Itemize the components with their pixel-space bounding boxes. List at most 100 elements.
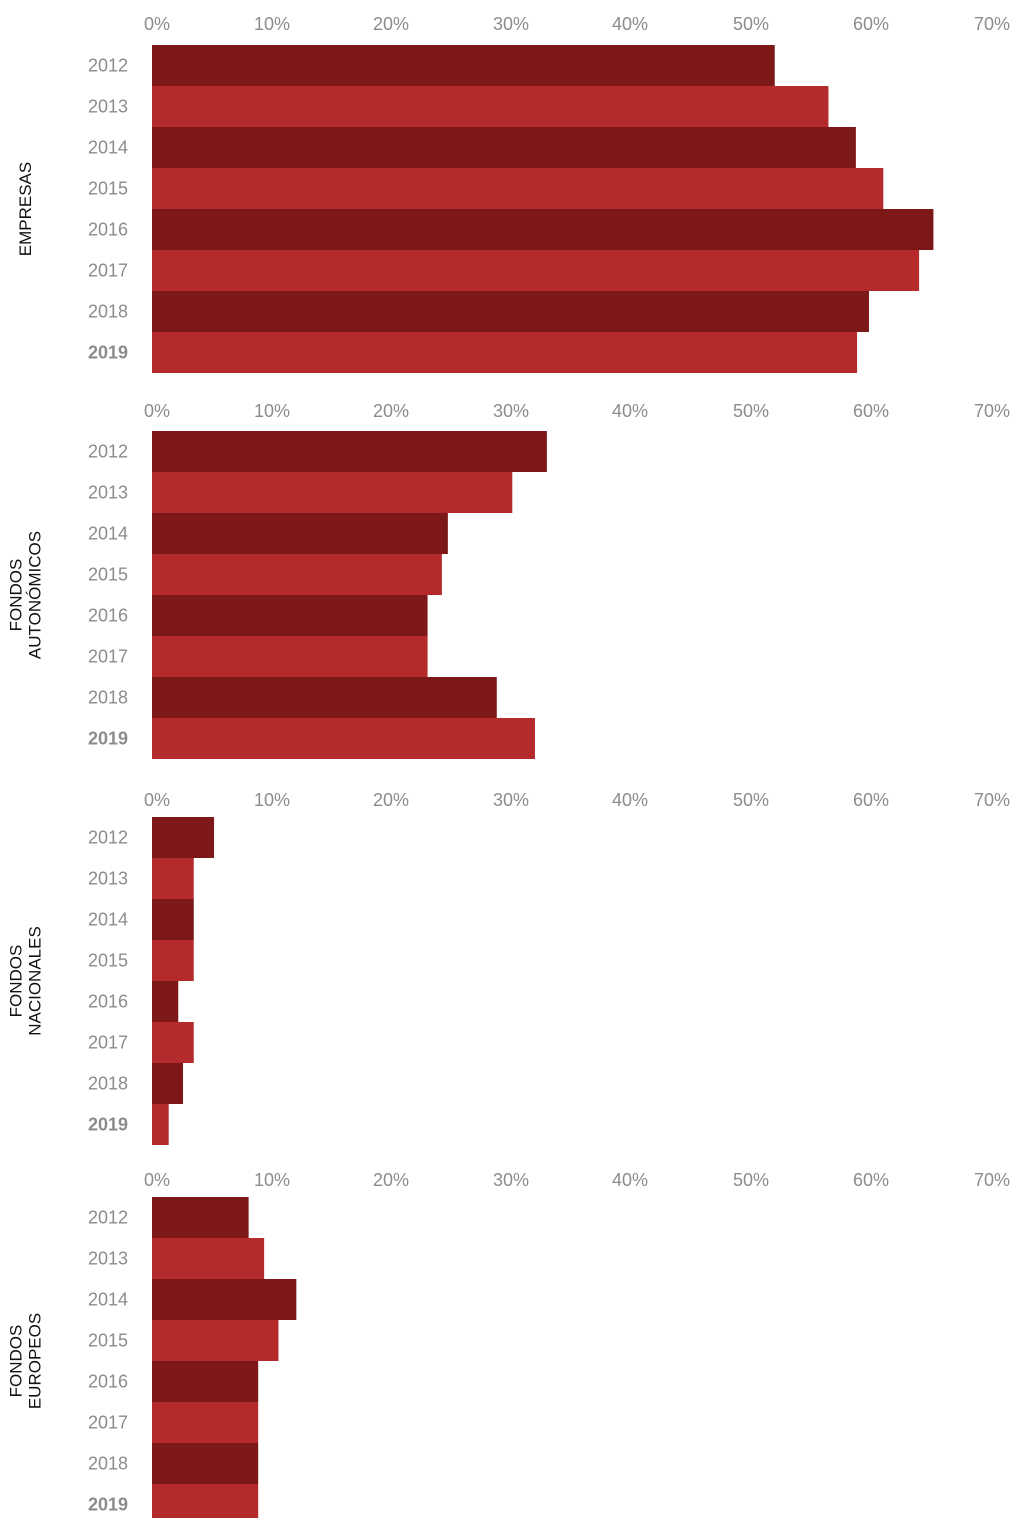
year-label: 2014: [88, 1290, 128, 1310]
x-tick-label: 10%: [254, 790, 290, 810]
year-label: 2019: [88, 1495, 128, 1515]
bar: [152, 1238, 265, 1279]
x-tick-label: 50%: [733, 401, 769, 421]
bar: [152, 817, 215, 858]
bar: [152, 86, 829, 127]
year-label: 2014: [88, 524, 128, 544]
year-label: 2013: [88, 483, 128, 503]
bar: [152, 1279, 297, 1320]
bar: [152, 981, 179, 1022]
year-label: 2018: [88, 302, 128, 322]
group-label-line: FONDOS: [7, 945, 26, 1018]
group-label-line: FONDOS: [7, 559, 26, 632]
x-tick-label: 70%: [974, 1170, 1010, 1190]
year-label: 2019: [88, 729, 128, 749]
bar: [152, 513, 448, 554]
group-label-line: AUTONÓMICOS: [26, 531, 45, 659]
bar: [152, 899, 194, 940]
bar: [152, 1104, 169, 1145]
x-tick-label: 50%: [733, 14, 769, 34]
x-tick-label: 30%: [493, 14, 529, 34]
group-label: FONDOSEUROPEOS: [7, 1313, 45, 1409]
bar: [152, 250, 920, 291]
group-label-line: EMPRESAS: [16, 162, 35, 256]
x-tick-label: 0%: [144, 790, 170, 810]
year-label: 2016: [88, 606, 128, 626]
bar: [152, 636, 428, 677]
group-label: FONDOSNACIONALES: [7, 926, 45, 1036]
chart-group-1: 0% 10% 20% 30% 40% 50% 60% 70% 2012 2013 2014 2015 2…: [16, 14, 1010, 373]
x-tick-label: 10%: [254, 401, 290, 421]
year-label: 2015: [88, 1331, 128, 1351]
bar: [152, 45, 775, 86]
bar: [152, 1320, 279, 1361]
year-label: 2013: [88, 97, 128, 117]
year-label: 2012: [88, 56, 128, 76]
x-tick-label: 70%: [974, 14, 1010, 34]
year-label: 2019: [88, 1115, 128, 1135]
bar: [152, 718, 535, 759]
x-tick-label: 70%: [974, 790, 1010, 810]
group-label-line: NACIONALES: [26, 926, 45, 1036]
year-label: 2012: [88, 1208, 128, 1228]
year-label: 2015: [88, 951, 128, 971]
x-tick-label: 30%: [493, 401, 529, 421]
x-tick-label: 40%: [612, 1170, 648, 1190]
x-tick-label: 40%: [612, 790, 648, 810]
group-label: FONDOSAUTONÓMICOS: [7, 531, 45, 659]
year-label: 2014: [88, 910, 128, 930]
bar: [152, 1484, 259, 1518]
bar: [152, 1197, 249, 1238]
bar: [152, 431, 547, 472]
year-label: 2013: [88, 1249, 128, 1269]
bar: [152, 1402, 259, 1443]
x-tick-label: 60%: [853, 790, 889, 810]
year-label: 2018: [88, 688, 128, 708]
bar: [152, 1443, 259, 1484]
year-label: 2018: [88, 1074, 128, 1094]
x-tick-label: 40%: [612, 401, 648, 421]
x-tick-label: 60%: [853, 1170, 889, 1190]
bar: [152, 858, 194, 899]
year-label: 2016: [88, 992, 128, 1012]
year-label: 2017: [88, 1413, 128, 1433]
year-label: 2013: [88, 869, 128, 889]
bar: [152, 1022, 194, 1063]
chart-group-3: 0% 10% 20% 30% 40% 50% 60% 70% 2012 2013 2014 2015 2…: [7, 790, 1010, 1145]
bar: [152, 332, 858, 373]
x-tick-label: 20%: [373, 1170, 409, 1190]
year-label: 2016: [88, 1372, 128, 1392]
bar: [152, 127, 856, 168]
year-label: 2017: [88, 261, 128, 281]
year-label: 2012: [88, 442, 128, 462]
x-tick-label: 0%: [144, 1170, 170, 1190]
x-tick-label: 40%: [612, 14, 648, 34]
chart-group-2: 0% 10% 20% 30% 40% 50% 60% 70% 2012 2013 2014 2015 2…: [7, 401, 1010, 759]
year-label: 2019: [88, 343, 128, 363]
bar: [152, 595, 428, 636]
x-tick-label: 50%: [733, 790, 769, 810]
x-tick-label: 20%: [373, 14, 409, 34]
x-tick-label: 20%: [373, 790, 409, 810]
x-tick-label: 30%: [493, 790, 529, 810]
bar: [152, 940, 194, 981]
year-label: 2015: [88, 565, 128, 585]
year-label: 2016: [88, 220, 128, 240]
x-tick-label: 0%: [144, 14, 170, 34]
bar: [152, 1063, 184, 1104]
x-tick-label: 30%: [493, 1170, 529, 1190]
group-label: EMPRESAS: [16, 162, 35, 256]
x-tick-label: 70%: [974, 401, 1010, 421]
x-tick-label: 10%: [254, 1170, 290, 1190]
year-label: 2018: [88, 1454, 128, 1474]
x-tick-label: 0%: [144, 401, 170, 421]
x-tick-label: 60%: [853, 14, 889, 34]
year-label: 2015: [88, 179, 128, 199]
bar: [152, 1361, 259, 1402]
bar: [152, 168, 884, 209]
group-label-line: EUROPEOS: [26, 1313, 45, 1409]
year-label: 2017: [88, 1033, 128, 1053]
x-tick-label: 60%: [853, 401, 889, 421]
bar: [152, 472, 513, 513]
